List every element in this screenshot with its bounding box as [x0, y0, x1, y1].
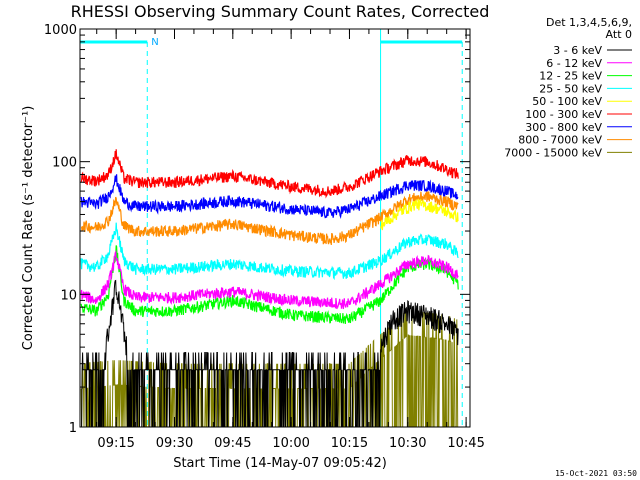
- legend-label-5: 100 - 300 keV: [525, 108, 602, 121]
- chart-title: RHESSI Observing Summary Count Rates, Co…: [71, 2, 490, 21]
- series-1: [80, 250, 459, 310]
- x-tick-label-3: 10:00: [272, 436, 309, 451]
- legend-label-4: 50 - 100 keV: [532, 95, 602, 108]
- series-layer: [80, 149, 459, 428]
- legend-label-6: 300 - 800 keV: [525, 121, 602, 134]
- legend-label-2: 12 - 25 keV: [539, 70, 602, 83]
- series-3: [80, 222, 459, 281]
- legend-label-0: 3 - 6 keV: [553, 44, 602, 57]
- series-5: [80, 149, 459, 199]
- legend-label-7: 800 - 7000 keV: [518, 134, 602, 147]
- y-tick-label-3: 1000: [44, 23, 77, 38]
- x-tick-label-5: 10:30: [389, 436, 426, 451]
- series-line-1: [80, 250, 459, 310]
- x-tick-label-4: 10:15: [331, 436, 368, 451]
- legend-header-line-1: Det 1,3,4,5,6,9,: [546, 16, 632, 29]
- series-line-2: [80, 245, 459, 325]
- plot-frame: [79, 28, 471, 428]
- x-axis-label: Start Time (14-May-07 09:05:42): [173, 456, 387, 471]
- series-6: [80, 174, 459, 219]
- series-line-7: [81, 190, 459, 246]
- series-7: [81, 190, 459, 246]
- y-axis-label: Corrected Count Rate (s⁻¹ detector⁻¹): [21, 106, 36, 351]
- y-tick-label-1: 10: [60, 288, 77, 303]
- series-line-5: [80, 149, 459, 199]
- series-line-6: [80, 174, 459, 219]
- x-tick-label-6: 10:45: [447, 436, 484, 451]
- x-tick-label-0: 09:15: [97, 436, 134, 451]
- night-marker: N: [151, 37, 158, 48]
- x-tick-label-1: 09:30: [156, 436, 193, 451]
- series-4: [380, 198, 459, 231]
- legend-label-8: 7000 - 15000 keV: [504, 146, 602, 159]
- legend-label-3: 25 - 50 keV: [539, 82, 602, 95]
- series-line-4: [380, 198, 459, 231]
- legend-label-1: 6 - 12 keV: [546, 57, 602, 70]
- x-axis: 09:15 09:30 09:45 10:00 10:15 10:30 10:45: [96, 29, 485, 451]
- y-tick-label-2: 100: [52, 156, 77, 171]
- y-tick-label-0: 1: [69, 421, 77, 436]
- y-axis: 1 10 100 1000: [44, 23, 470, 436]
- series-2: [80, 245, 459, 325]
- legend-header-line-2: Att 0: [606, 28, 632, 41]
- timestamp: 15-Oct-2021 03:50: [555, 469, 637, 478]
- x-tick-label-2: 09:45: [214, 436, 251, 451]
- series-line-3: [80, 222, 459, 281]
